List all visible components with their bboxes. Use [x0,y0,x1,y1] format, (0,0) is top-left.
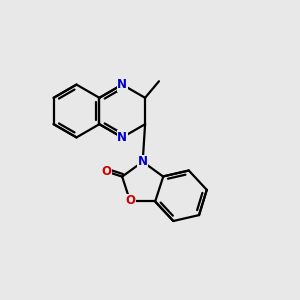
Text: N: N [117,131,127,144]
Text: O: O [125,194,135,207]
Text: N: N [138,155,148,168]
Text: N: N [117,78,127,91]
Text: O: O [101,165,112,178]
